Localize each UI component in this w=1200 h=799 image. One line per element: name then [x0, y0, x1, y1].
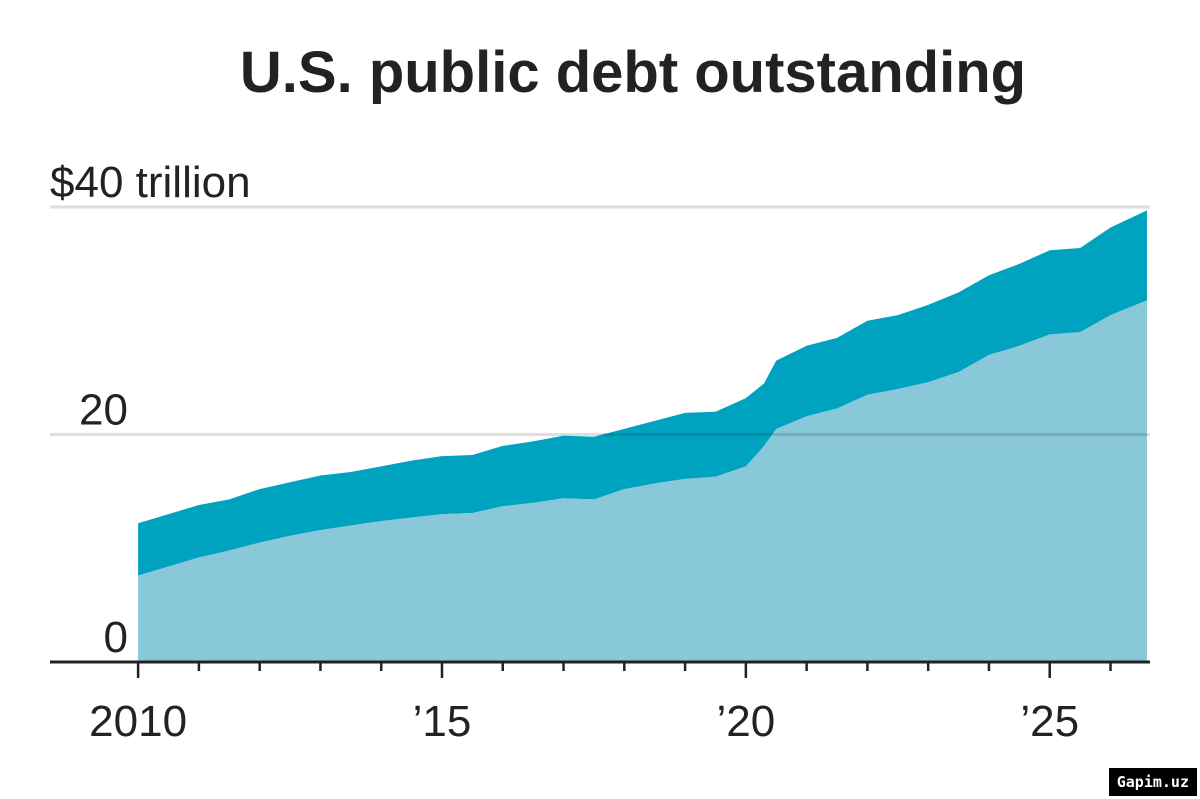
x-tick-label: 2010	[89, 697, 187, 746]
area	[138, 210, 1147, 576]
watermark: Gapim.uz	[1108, 768, 1197, 796]
x-tick-label: ’20	[716, 697, 775, 746]
y-tick-label: 20	[79, 386, 128, 435]
area	[138, 300, 1147, 662]
y-tick-label: $40 trillion	[50, 158, 251, 207]
x-tick-label: ’25	[1020, 697, 1079, 746]
chart-title: U.S. public debt outstanding	[240, 40, 1026, 105]
y-tick-label: 0	[104, 613, 128, 662]
x-tick-label: ’15	[413, 697, 472, 746]
